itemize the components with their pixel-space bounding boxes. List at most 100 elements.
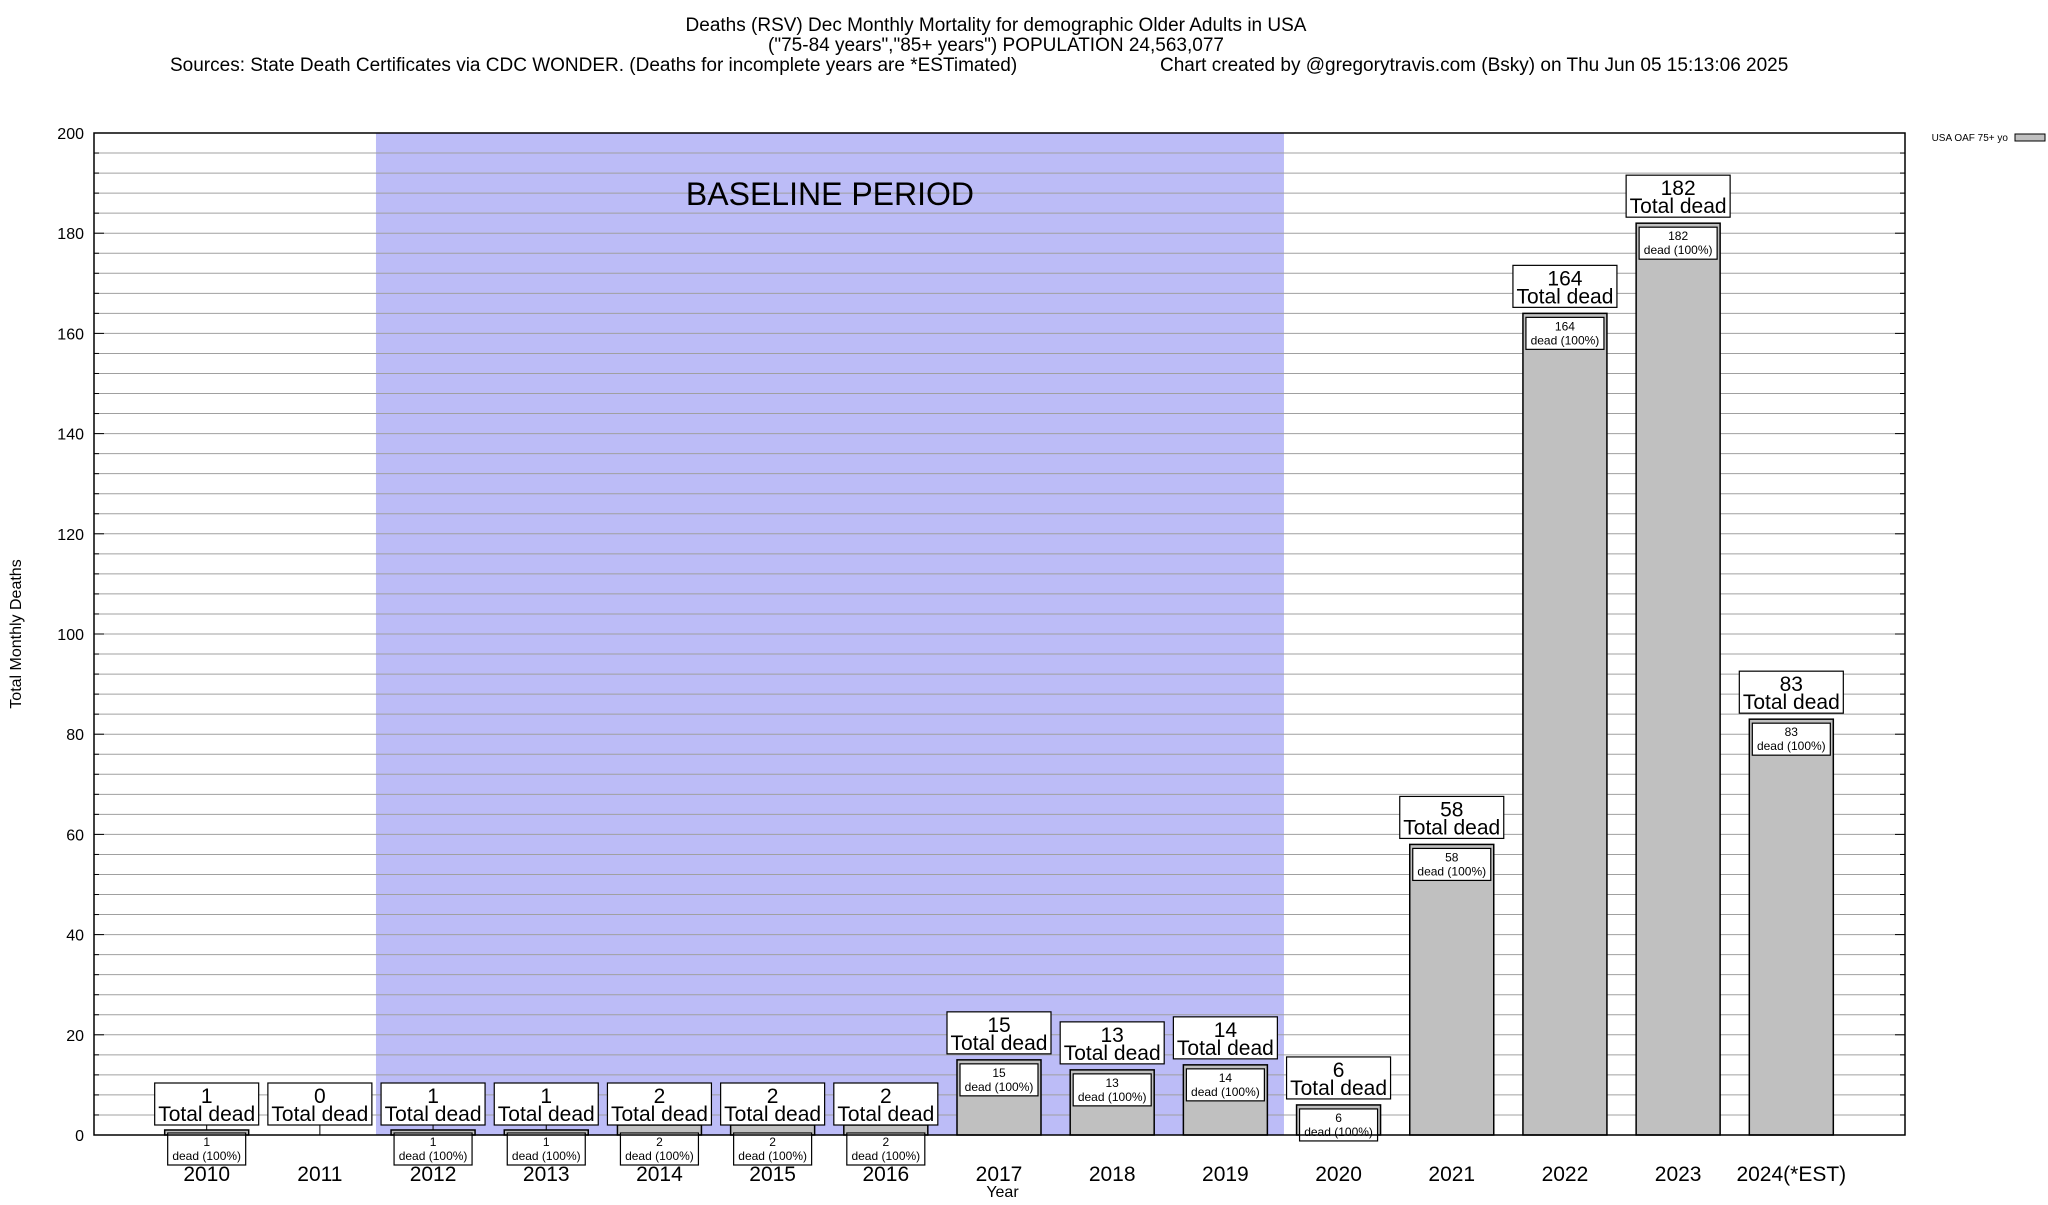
inner-label-value: 83 bbox=[1785, 725, 1799, 739]
chart-credit: Chart created by @gregorytravis.com (Bsk… bbox=[1160, 55, 1788, 76]
total-label-value: 1 bbox=[427, 1085, 439, 1108]
inner-label-text: dead (100%) bbox=[851, 1149, 920, 1163]
inner-label-box bbox=[1072, 1073, 1152, 1107]
x-tick-label: 2017 bbox=[976, 1163, 1023, 1186]
x-tick-label: 2022 bbox=[1542, 1163, 1589, 1186]
x-tick-label: 2019 bbox=[1202, 1163, 1249, 1186]
total-label-box bbox=[1738, 670, 1844, 714]
total-label-box bbox=[493, 1082, 599, 1126]
total-label-text: Total dead bbox=[1290, 1077, 1387, 1100]
total-label-value: 6 bbox=[1333, 1059, 1345, 1082]
total-label-text: Total dead bbox=[951, 1032, 1048, 1055]
legend: USA OAF 75+ yo bbox=[1932, 133, 2046, 144]
y-tick-label: 0 bbox=[75, 1128, 84, 1145]
inner-label-value: 15 bbox=[992, 1066, 1006, 1080]
inner-label-text: dead (100%) bbox=[738, 1149, 807, 1163]
total-label-box bbox=[606, 1082, 713, 1126]
bar bbox=[1522, 312, 1608, 1136]
total-label-text: Total dead bbox=[1516, 285, 1613, 308]
total-label-box bbox=[720, 1082, 826, 1126]
x-tick-label: 2024(*EST) bbox=[1736, 1163, 1846, 1186]
inner-label-box bbox=[1638, 226, 1718, 260]
inner-label-text: dead (100%) bbox=[625, 1149, 694, 1163]
inner-label-text: dead (100%) bbox=[512, 1149, 581, 1163]
inner-label-text: dead (100%) bbox=[1757, 739, 1826, 753]
inner-label-text: dead (100%) bbox=[1417, 864, 1486, 878]
inner-label-text: dead (100%) bbox=[399, 1149, 468, 1163]
inner-label-text: dead (100%) bbox=[1078, 1090, 1147, 1104]
total-label-value: 14 bbox=[1214, 1019, 1238, 1042]
x-tick-label: 2010 bbox=[183, 1163, 230, 1186]
inner-label-text: dead (100%) bbox=[965, 1080, 1034, 1094]
plot-area: BASELINE PERIOD0204060801001201401601802… bbox=[8, 126, 1906, 1201]
inner-label-text: dead (100%) bbox=[1531, 333, 1600, 347]
inner-label-box bbox=[733, 1132, 813, 1166]
inner-label-box bbox=[846, 1132, 926, 1166]
x-tick-label: 2018 bbox=[1089, 1163, 1136, 1186]
inner-label-value: 182 bbox=[1668, 229, 1688, 243]
total-label-text: Total dead bbox=[1743, 691, 1840, 714]
y-tick-label: 120 bbox=[57, 527, 84, 544]
y-tick-label: 140 bbox=[57, 427, 84, 444]
y-tick-label: 180 bbox=[57, 226, 84, 243]
inner-label-value: 2 bbox=[769, 1135, 776, 1149]
legend-label: USA OAF 75+ yo bbox=[1932, 133, 2009, 144]
total-label-text: Total dead bbox=[1064, 1042, 1161, 1065]
total-label-value: 15 bbox=[987, 1014, 1010, 1037]
total-label-value: 58 bbox=[1440, 798, 1463, 821]
inner-label-box bbox=[619, 1132, 700, 1166]
total-label-text: Total dead bbox=[385, 1103, 482, 1126]
inner-label-value: 58 bbox=[1445, 850, 1459, 864]
y-axis-label: Total Monthly Deaths bbox=[8, 559, 25, 708]
total-label-value: 83 bbox=[1780, 673, 1803, 696]
inner-label-value: 13 bbox=[1106, 1076, 1120, 1090]
x-tick-label: 2023 bbox=[1655, 1163, 1702, 1186]
inner-label-text: dead (100%) bbox=[1191, 1085, 1260, 1099]
total-label-box bbox=[1512, 264, 1618, 308]
chart-title-line-2: ("75-84 years","85+ years") POPULATION 2… bbox=[768, 35, 1224, 56]
inner-label-box bbox=[1525, 316, 1605, 350]
inner-label-text: dead (100%) bbox=[172, 1149, 241, 1163]
inner-label-value: 14 bbox=[1219, 1071, 1233, 1085]
total-label-value: 2 bbox=[880, 1085, 892, 1108]
inner-label-box bbox=[167, 1132, 247, 1166]
inner-label-value: 164 bbox=[1555, 319, 1575, 333]
x-axis-label: Year bbox=[986, 1184, 1019, 1200]
y-tick-label: 40 bbox=[66, 928, 84, 945]
total-label-text: Total dead bbox=[498, 1103, 595, 1126]
y-tick-label: 20 bbox=[66, 1028, 84, 1045]
bar bbox=[1635, 222, 1721, 1136]
inner-label-value: 6 bbox=[1335, 1111, 1342, 1125]
total-label-text: Total dead bbox=[611, 1103, 708, 1126]
total-label-box bbox=[833, 1082, 939, 1126]
x-tick-label: 2012 bbox=[410, 1163, 457, 1186]
x-tick-label: 2011 bbox=[297, 1163, 342, 1186]
total-label-box bbox=[1172, 1016, 1278, 1060]
total-label-text: Total dead bbox=[1630, 195, 1727, 218]
total-label-box bbox=[946, 1011, 1052, 1055]
total-label-value: 2 bbox=[654, 1085, 666, 1108]
x-tick-label: 2013 bbox=[523, 1163, 570, 1186]
total-label-box bbox=[1399, 795, 1505, 840]
y-tick-label: 160 bbox=[57, 326, 84, 343]
inner-label-box bbox=[393, 1132, 473, 1166]
y-tick-label: 80 bbox=[66, 727, 84, 744]
inner-label-box bbox=[506, 1132, 586, 1166]
total-label-value: 164 bbox=[1547, 267, 1582, 290]
total-label-text: Total dead bbox=[271, 1103, 368, 1126]
inner-label-value: 1 bbox=[543, 1135, 550, 1149]
total-label-text: Total dead bbox=[837, 1103, 934, 1126]
chart-sources: Sources: State Death Certificates via CD… bbox=[170, 55, 1017, 76]
total-label-box bbox=[1059, 1021, 1165, 1065]
total-label-box bbox=[154, 1082, 260, 1126]
total-label-text: Total dead bbox=[1177, 1037, 1274, 1060]
title-group: Deaths (RSV) Dec Monthly Mortality for d… bbox=[170, 15, 1788, 76]
inner-label-value: 1 bbox=[203, 1135, 210, 1149]
total-label-value: 0 bbox=[314, 1085, 326, 1108]
total-label-text: Total dead bbox=[158, 1103, 255, 1126]
x-tick-label: 2015 bbox=[749, 1163, 796, 1186]
total-label-text: Total dead bbox=[724, 1103, 821, 1126]
total-label-box bbox=[380, 1082, 486, 1126]
